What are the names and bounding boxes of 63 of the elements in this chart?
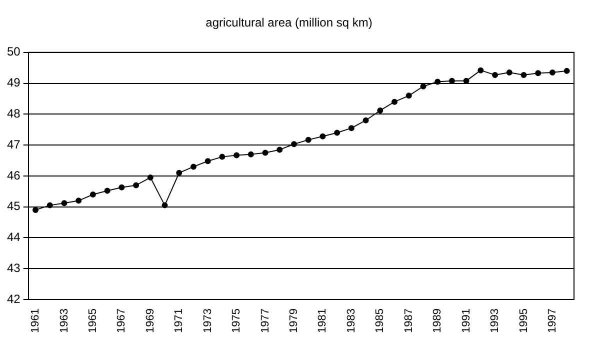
point	[564, 68, 570, 74]
x-tick-label: 1965	[86, 308, 99, 334]
point	[262, 150, 268, 156]
point	[506, 69, 512, 76]
point	[520, 72, 527, 78]
point	[492, 72, 498, 78]
y-tick-label: 50	[6, 44, 21, 59]
x-tick-label: 1985	[374, 308, 386, 334]
point	[377, 107, 384, 114]
point	[392, 98, 398, 105]
point	[133, 182, 140, 188]
x-tick-label: 1981	[316, 308, 329, 334]
y-tick-label: 44	[6, 230, 21, 244]
point	[362, 117, 369, 124]
point	[305, 136, 312, 143]
x-tick-label: 1997	[546, 308, 558, 334]
point	[204, 158, 211, 164]
point	[334, 130, 340, 136]
x-tick-label: 1971	[173, 308, 186, 334]
x-tick-label: 1987	[402, 308, 415, 334]
x-tick-label: 1963	[58, 308, 70, 334]
y-tick-label: 46	[6, 168, 21, 182]
y-tick-label: 42	[6, 292, 21, 306]
x-tick-label: 1983	[345, 308, 358, 334]
point	[147, 174, 154, 181]
y-tick-label: 48	[6, 106, 21, 120]
x-tick-label: 1961	[30, 308, 42, 334]
chart-title: agricultural area (million sq km)	[206, 16, 372, 30]
point	[162, 202, 168, 208]
point	[46, 202, 53, 208]
point	[61, 200, 68, 206]
point	[248, 151, 254, 158]
point	[434, 78, 441, 85]
point	[76, 198, 82, 204]
x-tick-label: 1977	[259, 308, 272, 334]
y-tick-label: 43	[6, 260, 21, 275]
y-tick-label: 49	[6, 76, 21, 90]
x-tick-label: 1969	[144, 308, 156, 334]
point	[276, 146, 283, 153]
point	[406, 92, 412, 99]
point	[90, 192, 96, 198]
x-tick-label: 1975	[230, 308, 243, 334]
x-tick-label: 1995	[518, 308, 530, 334]
x-tick-label: 1993	[489, 308, 502, 334]
point	[234, 152, 240, 158]
x-tick-label: 1979	[288, 308, 300, 334]
x-tick-label: 1989	[432, 308, 444, 334]
y-tick-label: 45	[6, 199, 21, 214]
x-tick-label: 1991	[460, 308, 472, 334]
point	[104, 188, 110, 194]
x-tick-label: 1973	[202, 308, 214, 334]
point	[348, 125, 354, 132]
point	[190, 164, 196, 170]
point	[219, 154, 226, 160]
point	[176, 170, 182, 176]
point	[535, 70, 542, 76]
y-tick-label: 47	[6, 137, 21, 152]
point	[478, 67, 484, 74]
point	[320, 133, 326, 140]
point	[290, 141, 297, 148]
x-tick-label: 1967	[116, 308, 128, 334]
point	[549, 69, 556, 76]
point	[118, 184, 125, 190]
